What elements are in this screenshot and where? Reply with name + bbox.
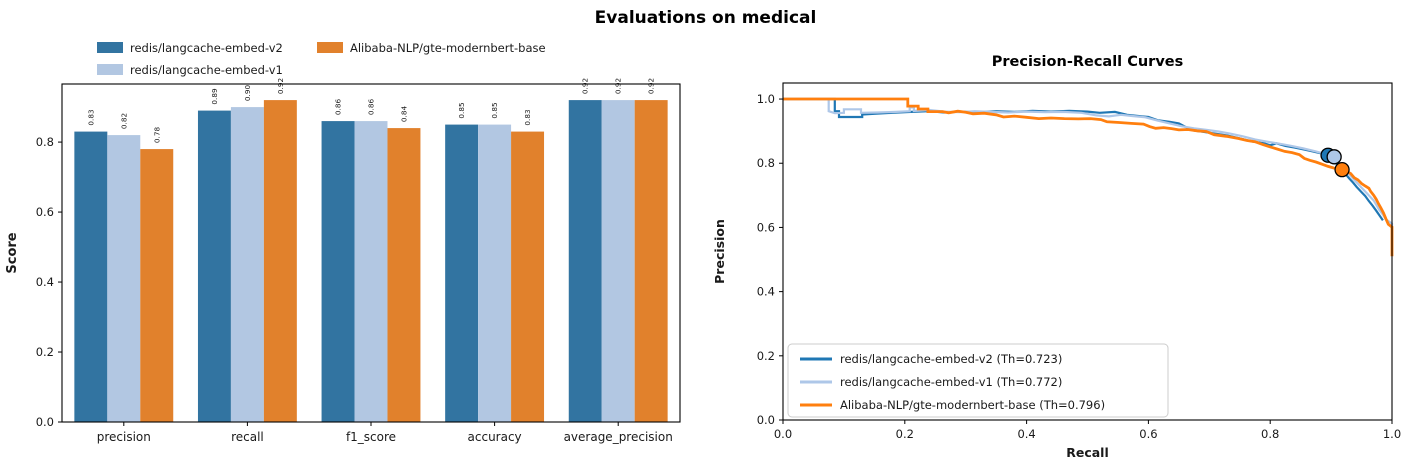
legend-label: redis/langcache-embed-v1 (Th=0.772): [840, 375, 1062, 389]
figure-title: Evaluations on medical: [594, 8, 817, 28]
plot-border: [61, 83, 681, 423]
y-tick-label: 0.8: [757, 156, 775, 170]
y-tick-label: 0.2: [36, 345, 54, 359]
bar-value-label: 0.92: [276, 78, 285, 94]
y-axis-label: Precision: [712, 219, 727, 284]
y-tick-label: 0.0: [36, 415, 54, 429]
x-category-label: average_precision: [564, 430, 673, 444]
bar: [478, 124, 512, 423]
bar: [197, 110, 231, 422]
bar-chart: redis/langcache-embed-v2 redis/langcache-…: [5, 41, 681, 444]
y-tick-label: 0.4: [757, 285, 775, 299]
bar: [263, 100, 297, 422]
pr-curve-3: [783, 97, 1394, 257]
y-tick-label: 1.0: [757, 92, 775, 106]
bar-value-label: 0.86: [367, 98, 376, 115]
x-tick-label: 0.2: [896, 427, 914, 441]
x-tick-label: 0.8: [1261, 427, 1279, 441]
bar-value-label: 0.83: [523, 109, 532, 126]
x-tick-label: 0.0: [774, 427, 792, 441]
y-axis-label: Score: [5, 232, 20, 273]
bar-value-label: 0.84: [399, 105, 408, 122]
legend-label: Alibaba-NLP/gte-modernbert-base (Th=0.79…: [840, 398, 1105, 412]
y-tick-label: 0.2: [757, 349, 775, 363]
y-tick-label: 0.8: [36, 135, 54, 149]
bar-value-label: 0.89: [210, 88, 219, 105]
legend-label: redis/langcache-embed-v2: [130, 41, 283, 55]
x-tick-label: 0.6: [1139, 427, 1157, 441]
legend-label: redis/langcache-embed-v1: [130, 63, 283, 77]
x-category-label: precision: [97, 430, 151, 444]
x-tick-label: 0.4: [1017, 427, 1035, 441]
legend-swatch: [97, 64, 123, 75]
bar: [568, 100, 602, 422]
bar: [634, 100, 668, 422]
bar-value-label: 0.83: [86, 109, 95, 126]
bar: [74, 131, 108, 422]
bar: [321, 121, 355, 423]
bar-value-label: 0.92: [581, 78, 590, 94]
y-tick-label: 0.0: [757, 413, 775, 427]
bar: [107, 135, 141, 422]
bar: [140, 149, 174, 422]
bar-value-label: 0.86: [334, 98, 343, 115]
bar-value-label: 0.92: [614, 78, 623, 94]
bar-value-label: 0.92: [647, 78, 656, 94]
threshold-marker-2: [1326, 149, 1342, 165]
legend-label: Alibaba-NLP/gte-modernbert-base: [350, 41, 546, 55]
plot-border: [782, 82, 1393, 421]
precision-recall-chart: Precision-Recall Curves 0.0 0.2 0.4 0.6 0.8 1.…: [712, 54, 1401, 460]
bar-value-label: 0.85: [457, 102, 466, 118]
threshold-marker-3: [1334, 162, 1350, 178]
y-tick-label: 0.6: [757, 220, 775, 234]
x-tick-label: 1.0: [1383, 427, 1401, 441]
bar: [230, 107, 264, 422]
legend-swatch: [317, 42, 343, 53]
bar-value-label: 0.78: [152, 126, 161, 143]
x-axis-label: Recall: [1066, 445, 1109, 460]
y-tick-label: 0.4: [36, 275, 54, 289]
x-category-label: recall: [231, 430, 264, 444]
bar-value-label: 0.90: [243, 84, 252, 101]
bar: [511, 131, 545, 422]
bar: [445, 124, 479, 423]
bar-value-label: 0.85: [490, 102, 499, 118]
pr-curve-1: [783, 97, 1384, 222]
y-tick-label: 0.6: [36, 205, 54, 219]
bar: [601, 100, 635, 422]
chart-title: Precision-Recall Curves: [992, 54, 1183, 70]
x-category-label: accuracy: [468, 430, 522, 444]
legend-swatch: [97, 42, 123, 53]
legend-label: redis/langcache-embed-v2 (Th=0.723): [840, 352, 1062, 366]
bar: [354, 121, 388, 423]
bar: [387, 128, 421, 422]
x-category-label: f1_score: [346, 430, 396, 444]
legend-box: [787, 343, 1169, 418]
bar-value-label: 0.82: [119, 113, 128, 129]
